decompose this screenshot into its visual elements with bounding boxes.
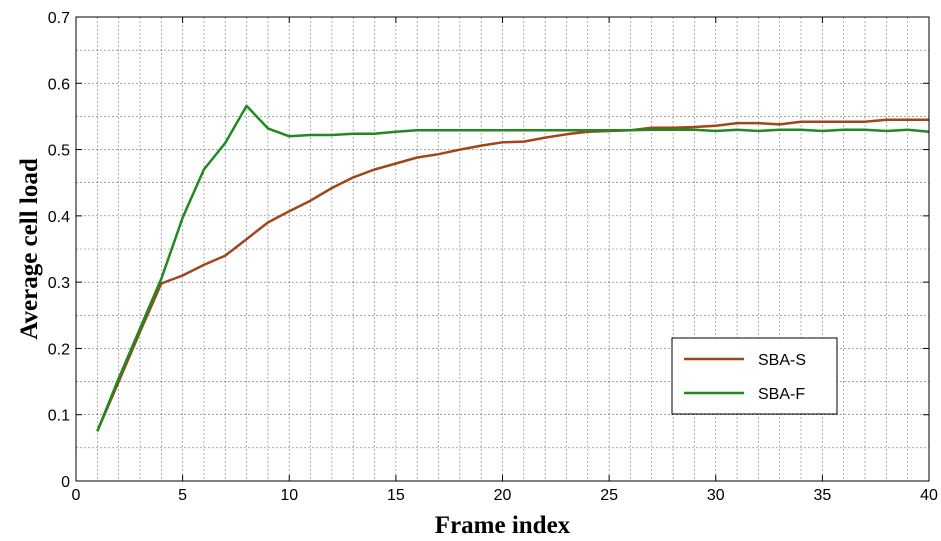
y-tick-label: 0.5 xyxy=(48,143,70,160)
y-tick-label: 0.1 xyxy=(48,408,70,425)
x-tick-label: 20 xyxy=(494,487,512,504)
axis-ticks: 0 5 10 15 20 25 30 35 40 0 0.1 0.2 0.3 0.4 0.5 0.6 0.7 xyxy=(48,10,938,504)
series-lines xyxy=(96,104,930,432)
x-tick-label: 25 xyxy=(600,487,618,504)
y-tick-label: 0.7 xyxy=(48,10,70,27)
legend-label-sba-f: SBA-F xyxy=(758,386,805,403)
y-axis-title: Average cell load xyxy=(16,158,43,340)
x-tick-label: 35 xyxy=(813,487,831,504)
y-tick-label: 0.6 xyxy=(48,76,70,93)
x-tick-label: 15 xyxy=(387,487,405,504)
x-tick-label: 30 xyxy=(707,487,725,504)
x-tick-label: 0 xyxy=(72,487,81,504)
series-line-sba-f xyxy=(96,104,930,432)
series-line-sba-s xyxy=(96,118,929,432)
x-tick-label: 5 xyxy=(178,487,187,504)
y-tick-label: 0.3 xyxy=(48,275,70,292)
x-axis-title: Frame index xyxy=(435,512,571,539)
legend-label-sba-s: SBA-S xyxy=(758,352,806,369)
grid xyxy=(76,17,929,481)
y-tick-label: 0.4 xyxy=(48,209,70,226)
legend-box xyxy=(671,337,838,415)
y-tick-label: 0.2 xyxy=(48,341,70,358)
x-tick-label: 40 xyxy=(920,487,938,504)
x-tick-label: 10 xyxy=(280,487,298,504)
legend: SBA-S SBA-F xyxy=(671,337,838,415)
y-tick-label: 0 xyxy=(61,474,70,491)
